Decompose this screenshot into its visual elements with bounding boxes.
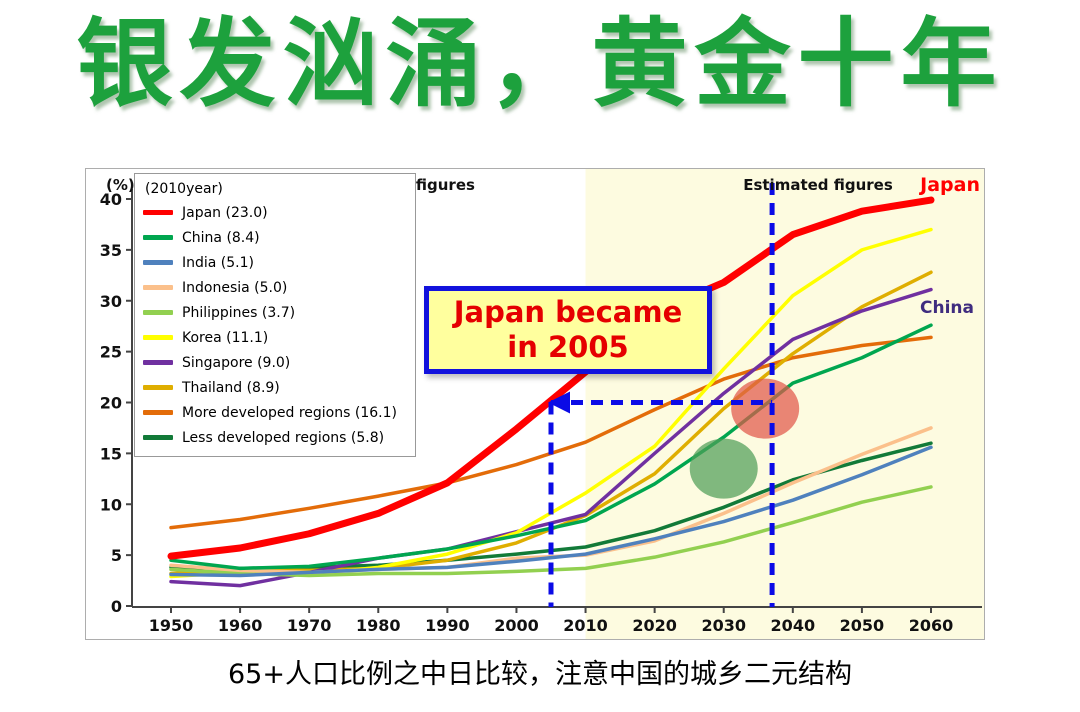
legend-label: Singapore (9.0) bbox=[182, 354, 291, 371]
legend-item: Korea (11.1) bbox=[143, 325, 407, 350]
chart-panel: 0 5 10 15 20 25 30 35 40 1950 1960 1970 1980 1990 2000… bbox=[85, 168, 985, 640]
y-tick-label: 5 bbox=[111, 546, 122, 565]
slide-title: 银发汹涌，黄金十年 bbox=[76, 8, 1004, 120]
arrow-left-icon bbox=[548, 391, 570, 414]
x-tick-label: 1980 bbox=[356, 616, 401, 635]
x-tick-label: 2020 bbox=[632, 616, 677, 635]
x-tick-label: 1970 bbox=[287, 616, 332, 635]
legend-swatch bbox=[143, 435, 173, 440]
y-tick-label: 0 bbox=[111, 597, 122, 616]
legend-item: Singapore (9.0) bbox=[143, 350, 407, 375]
x-tick-label: 2050 bbox=[840, 616, 885, 635]
highlight-ellipse-green bbox=[689, 438, 758, 499]
y-axis-unit-label: (%) bbox=[106, 176, 135, 194]
japan-line-label: Japan bbox=[918, 174, 980, 196]
highlight-ellipse-red bbox=[731, 378, 800, 439]
legend-swatch bbox=[143, 335, 173, 340]
legend-swatch bbox=[143, 260, 173, 265]
y-tick-label: 40 bbox=[100, 190, 122, 209]
x-tick-label: 2040 bbox=[771, 616, 816, 635]
legend-header: (2010year) bbox=[145, 181, 223, 197]
y-tick-label: 15 bbox=[100, 444, 122, 463]
china-line-label: China bbox=[920, 298, 974, 318]
legend-item: China (8.4) bbox=[143, 225, 407, 250]
legend-swatch bbox=[143, 285, 173, 290]
annotation-callout: Japan became in 2005 bbox=[424, 286, 712, 374]
y-tick-label: 30 bbox=[100, 292, 122, 311]
annotation-line2: in 2005 bbox=[507, 330, 629, 364]
x-tick-label: 1950 bbox=[149, 616, 194, 635]
legend-swatch bbox=[143, 235, 173, 240]
x-tick-label: 1960 bbox=[218, 616, 263, 635]
legend-label: Indonesia (5.0) bbox=[182, 279, 288, 296]
y-tick-label: 20 bbox=[100, 394, 122, 413]
legend-item: More developed regions (16.1) bbox=[143, 400, 407, 425]
x-tick-label: 2060 bbox=[909, 616, 954, 635]
legend-swatch bbox=[143, 310, 173, 315]
y-tick-label: 25 bbox=[100, 343, 122, 362]
legend-label: Less developed regions (5.8) bbox=[182, 429, 385, 446]
series-line-india bbox=[169, 445, 933, 578]
legend-rows: Japan (23.0) China (8.4) India (5.1) Indone… bbox=[143, 200, 407, 450]
legend-swatch bbox=[143, 385, 173, 390]
legend-swatch bbox=[143, 360, 173, 365]
legend-item: India (5.1) bbox=[143, 250, 407, 275]
slide-caption: 65+人口比例之中日比较，注意中国的城乡二元结构 bbox=[228, 659, 852, 690]
legend-label: Philippines (3.7) bbox=[182, 304, 296, 321]
chart-legend: (2010year) Japan (23.0) China (8.4) India … bbox=[134, 173, 416, 457]
legend-label: More developed regions (16.1) bbox=[182, 404, 397, 421]
estimated-figures-header: Estimated figures bbox=[743, 176, 893, 194]
x-tick-label: 2030 bbox=[701, 616, 746, 635]
y-tick-label: 35 bbox=[100, 241, 122, 260]
legend-label: India (5.1) bbox=[182, 254, 254, 271]
legend-item: Philippines (3.7) bbox=[143, 300, 407, 325]
legend-label: Japan (23.0) bbox=[182, 204, 268, 221]
x-tick-label: 1990 bbox=[425, 616, 470, 635]
x-tick-label: 2010 bbox=[563, 616, 608, 635]
legend-item: Japan (23.0) bbox=[143, 200, 407, 225]
legend-swatch bbox=[143, 210, 173, 215]
x-tick-label: 2000 bbox=[494, 616, 539, 635]
population-aging-chart: 0 5 10 15 20 25 30 35 40 1950 1960 1970 1980 1990 2000… bbox=[100, 169, 984, 639]
legend-label: China (8.4) bbox=[182, 229, 260, 246]
legend-item: Indonesia (5.0) bbox=[143, 275, 407, 300]
legend-label: Korea (11.1) bbox=[182, 329, 269, 346]
legend-label: Thailand (8.9) bbox=[182, 379, 280, 396]
legend-swatch bbox=[143, 410, 173, 415]
legend-item: Less developed regions (5.8) bbox=[143, 425, 407, 450]
y-tick-label: 10 bbox=[100, 495, 122, 514]
legend-item: Thailand (8.9) bbox=[143, 375, 407, 400]
annotation-line1: Japan became bbox=[453, 295, 683, 330]
